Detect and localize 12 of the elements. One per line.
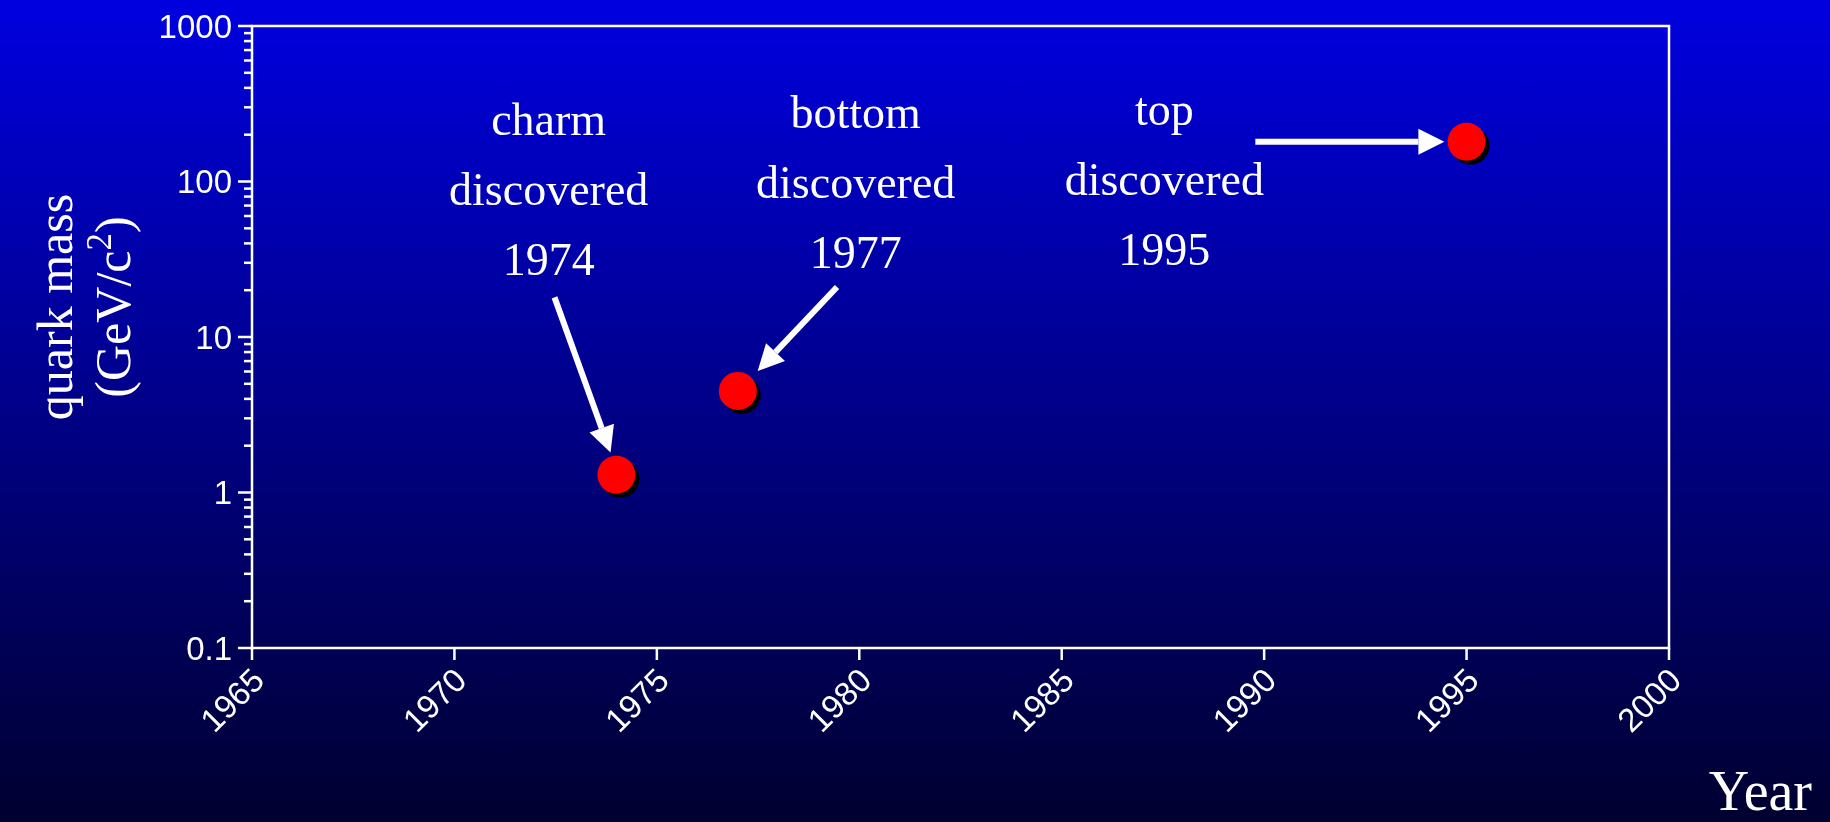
x-axis-title: Year (1708, 760, 1813, 822)
y-tick-label: 1 (213, 474, 232, 511)
point (597, 455, 636, 494)
annotation: top discovered 1995 (1064, 83, 1264, 275)
point (718, 371, 757, 410)
y-tick-label: 0.1 (186, 629, 232, 667)
annotation: charm discovered 1974 (449, 93, 649, 285)
y-tick-label: 100 (176, 163, 232, 200)
annotation: bottom discovered 1977 (756, 86, 956, 278)
y-tick-label: 10 (195, 318, 232, 356)
y-tick-label: 1000 (158, 7, 232, 45)
point (1447, 122, 1486, 161)
